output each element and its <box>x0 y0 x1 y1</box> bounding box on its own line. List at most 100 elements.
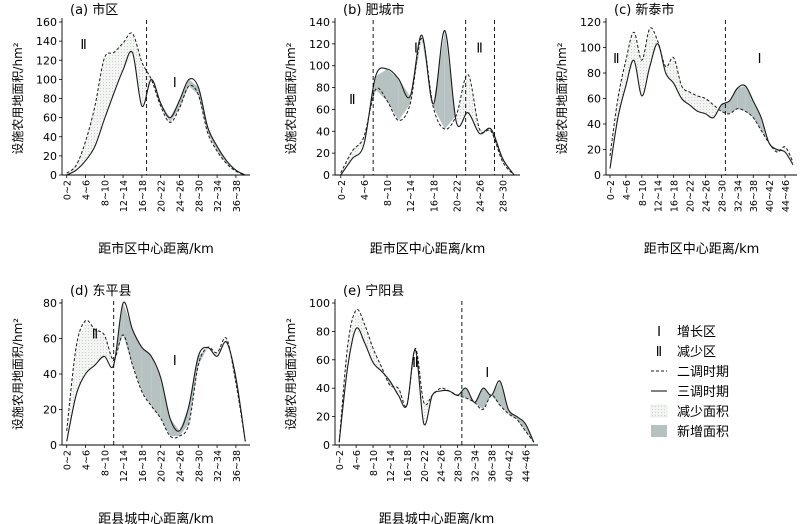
decrease-area-fill <box>456 74 468 123</box>
y-tick-label: 100 <box>309 297 330 310</box>
series-line-santiao <box>66 50 246 176</box>
series-line-ertiao <box>340 37 515 176</box>
y-tick-label: 60 <box>43 333 57 346</box>
decrease-area-fill <box>364 324 374 363</box>
x-tick-label: 44~46 <box>521 450 532 482</box>
decrease-area-fill <box>85 106 95 161</box>
chart-panel-1: 0 20 40 60 80 100 120 140 160 0~2 4~6 8~10 12~14 16~1… <box>11 2 250 257</box>
increase-area-fill <box>433 30 445 130</box>
zone-label: Ⅰ <box>173 354 177 369</box>
decrease-area-fill <box>94 329 105 366</box>
chart-panel-3: 0 20 40 60 80 100 120 0~2 4~6 8~10 12~14 16~18 20~22… <box>555 2 797 257</box>
increase-area-fill <box>151 356 161 419</box>
series-line-santiao <box>338 327 535 443</box>
decrease-area-fill <box>705 98 714 118</box>
x-tick-label: 4~6 <box>352 450 363 470</box>
x-tick-label: 44~46 <box>781 180 792 212</box>
x-tick-label: 0~2 <box>63 450 74 470</box>
y-tick-label: 40 <box>43 368 57 381</box>
y-tick-label: 20 <box>316 411 330 424</box>
x-tick-label: 28~30 <box>717 180 728 212</box>
legend-item-zone2: Ⅱ 减少区 <box>656 345 716 360</box>
y-tick-label: 100 <box>36 73 57 86</box>
increase-area-fill <box>198 347 208 366</box>
legend-item-santiao: 三调时期 <box>651 385 729 400</box>
series-line-ertiao <box>66 319 246 442</box>
increase-area-fill <box>398 78 411 121</box>
zone-label: Ⅱ <box>476 42 482 57</box>
x-tick-label: 24~26 <box>176 450 187 482</box>
decrease-area-fill <box>665 57 674 84</box>
chart-title: (d) 东平县 <box>70 284 132 299</box>
x-tick-label: 12~14 <box>386 450 397 482</box>
decrease-area-fill <box>85 320 95 374</box>
y-axis-label: 设施农用地面积/hm² <box>284 42 298 154</box>
x-tick-label: 32~34 <box>733 180 744 212</box>
x-axis-label: 距市区中心距离/km <box>98 241 214 257</box>
y-tick-label: 120 <box>580 16 601 29</box>
chart-panel-2: 0 20 40 60 80 100 120 140 0~2 4~6 8~10 12~14 16~18 20… <box>284 2 520 257</box>
x-tick-label: 40~42 <box>765 180 776 212</box>
decrease-area-fill <box>617 60 626 118</box>
legend-swatch-increase <box>651 425 667 437</box>
y-tick-label: 0 <box>594 169 601 182</box>
y-tick-label: 80 <box>587 67 601 80</box>
x-tick-label: 40~42 <box>504 450 515 482</box>
x-tick-label: 36~38 <box>749 180 760 212</box>
legend-item-zone1: Ⅰ 增长区 <box>657 325 716 340</box>
y-tick-label: 100 <box>309 60 330 73</box>
x-tick-label: 20~22 <box>686 180 697 212</box>
increase-area-fill <box>499 381 509 414</box>
decrease-area-fill <box>94 58 105 147</box>
x-tick-label: 8~10 <box>100 180 111 206</box>
decrease-area-fill <box>373 348 382 372</box>
x-tick-label: 16~18 <box>138 180 149 212</box>
x-axis-label: 距县城中心距离/km <box>379 511 495 524</box>
y-tick-label: 0 <box>50 439 57 452</box>
y-tick-label: 80 <box>43 297 57 310</box>
y-tick-label: 80 <box>316 325 330 338</box>
decrease-area-fill <box>681 85 690 105</box>
decrease-area-fill <box>641 28 650 96</box>
x-tick-label: 12~14 <box>654 180 665 212</box>
y-axis-label: 设施农用地面积/hm² <box>11 318 25 430</box>
x-tick-label: 4~6 <box>360 180 371 200</box>
x-tick-label: 32~34 <box>213 180 224 212</box>
x-tick-label: 36~38 <box>232 450 243 482</box>
y-tick-label: 40 <box>316 382 330 395</box>
series-line-santiao <box>609 43 794 169</box>
x-tick-label: 28~30 <box>194 450 205 482</box>
zone-label: Ⅰ <box>173 76 177 91</box>
x-tick-label: 20~22 <box>420 450 431 482</box>
y-tick-label: 20 <box>43 404 57 417</box>
zone-label: Ⅰ <box>485 366 489 381</box>
x-tick-label: 8~10 <box>369 450 380 476</box>
increase-area-fill <box>188 79 199 95</box>
legend-label: 二调时期 <box>677 365 729 380</box>
x-tick-label: 8~10 <box>638 180 649 206</box>
x-tick-label: 28~30 <box>194 180 205 212</box>
x-tick-label: 16~18 <box>403 450 414 482</box>
x-tick-label: 16~18 <box>429 180 440 212</box>
x-tick-label: 0~2 <box>335 450 346 470</box>
decrease-area-fill <box>713 104 719 118</box>
x-tick-label: 16~18 <box>138 450 149 482</box>
decrease-area-fill <box>697 95 706 114</box>
increase-area-fill <box>745 85 754 118</box>
y-tick-label: 60 <box>316 103 330 116</box>
y-tick-label: 140 <box>309 16 330 29</box>
x-tick-label: 32~34 <box>213 450 224 482</box>
x-tick-label: 0~2 <box>63 180 74 200</box>
chart-title: (e) 宁阳县 <box>343 283 404 299</box>
x-tick-label: 24~26 <box>701 180 712 212</box>
decrease-area-fill <box>123 33 133 70</box>
y-tick-label: 40 <box>316 125 330 138</box>
x-tick-label: 36~38 <box>487 450 498 482</box>
increase-area-fill <box>487 129 492 132</box>
y-axis-label: 设施农用地面积/hm² <box>11 42 25 154</box>
y-tick-label: 120 <box>36 54 57 67</box>
x-axis-label: 距市区中心距离/km <box>644 241 760 257</box>
zone-label: Ⅱ <box>412 356 418 371</box>
zone-label: Ⅰ <box>414 42 418 57</box>
